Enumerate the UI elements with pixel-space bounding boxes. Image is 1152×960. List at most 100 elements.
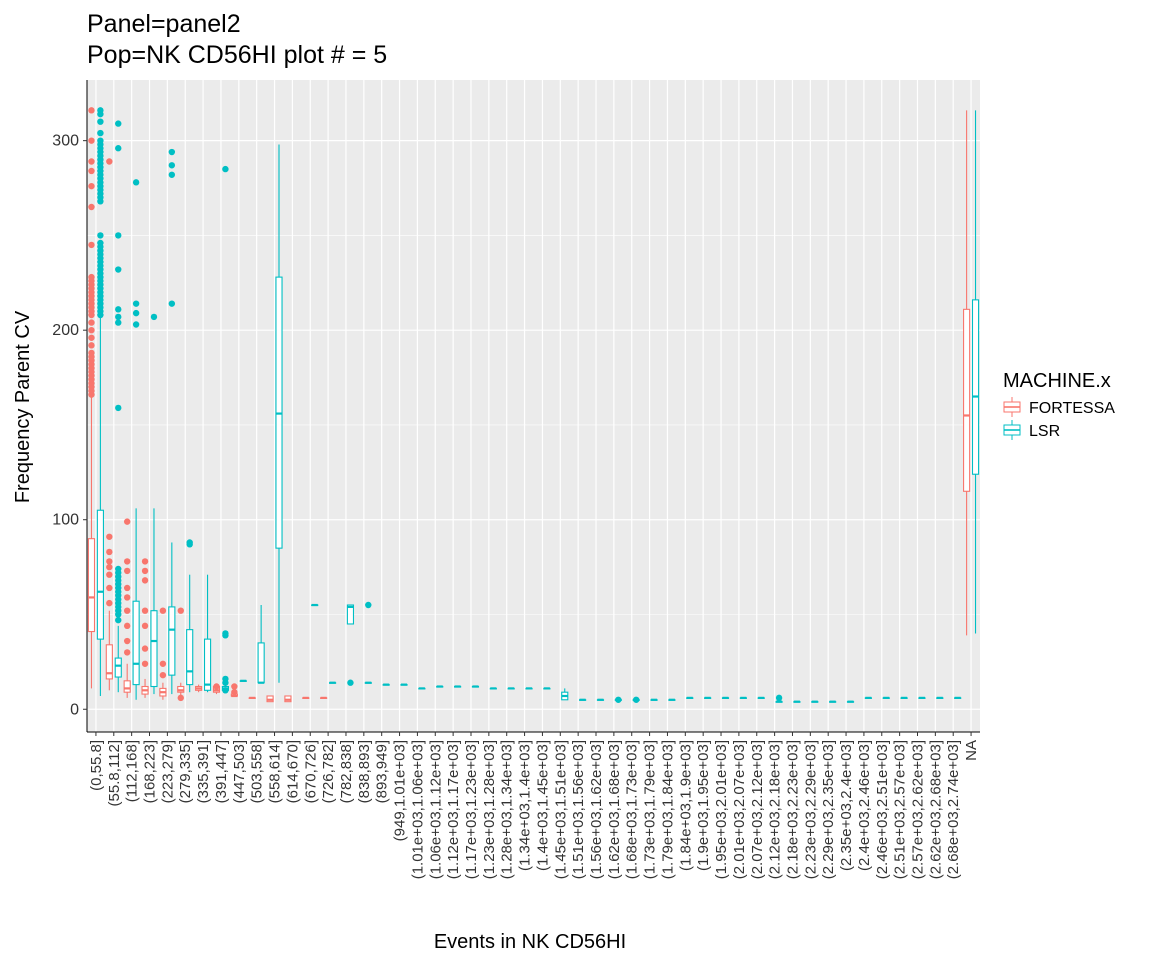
box-iqr	[87, 538, 96, 633]
outlier-point	[106, 533, 113, 540]
x-tick-label: (2.51e+03,2.57e+03]	[892, 740, 909, 879]
x-tick-label: (614,670]	[284, 740, 301, 803]
legend-key-fortessa	[1003, 397, 1021, 417]
box-lsr-25	[543, 687, 551, 690]
outlier-point	[88, 107, 95, 114]
outlier-point	[115, 616, 122, 624]
x-tick-label: (1.01e+03,1.06e+03]	[409, 740, 426, 879]
outlier-point	[150, 313, 158, 321]
legend-label-lsr: LSR	[1029, 423, 1060, 440]
outlier-point	[115, 232, 122, 239]
outlier-point	[106, 563, 113, 571]
outlier-point	[106, 584, 113, 592]
outlier-point	[115, 306, 122, 313]
box-fortessa-7	[212, 683, 221, 695]
box-iqr	[346, 604, 355, 625]
outlier-point	[123, 649, 131, 656]
x-tick-label: (0,55.8]	[88, 740, 105, 791]
outlier-point	[97, 129, 104, 137]
axes	[86, 80, 980, 733]
box-lsr-42	[846, 700, 855, 703]
box-fortessa-4	[159, 607, 167, 700]
box-lsr-45	[900, 696, 908, 699]
x-tick-label: (2.4e+03,2.46e+03]	[856, 740, 873, 871]
y-tick-label: 200	[52, 322, 79, 339]
outlier-point	[632, 696, 640, 703]
x-tick-label: (279,335]	[177, 740, 194, 803]
x-tick-label: (2.68e+03,2.74e+03]	[945, 740, 962, 879]
outlier-point	[88, 349, 95, 357]
outlier-point	[97, 118, 104, 125]
box-lsr-3	[150, 313, 158, 695]
outlier-point	[88, 334, 95, 341]
grid-lines	[87, 80, 980, 732]
box-lsr-47	[936, 696, 944, 699]
x-tick-label: (838,893]	[356, 740, 373, 803]
x-tick-label: (1.17e+03,1.23e+03]	[463, 740, 480, 879]
box-lsr-38	[775, 694, 783, 703]
x-tick-label: (1.34e+03,1.4e+03]	[517, 740, 534, 871]
box-iqr	[96, 509, 104, 640]
box-lsr-20	[454, 685, 462, 688]
box-lsr-17	[400, 683, 408, 686]
outlier-point	[115, 120, 122, 127]
box-lsr-13	[328, 681, 337, 684]
box-fortessa-6	[195, 684, 203, 693]
x-tick-label: (782,838]	[338, 740, 355, 803]
x-tick-label: (55.8,112]	[106, 740, 123, 806]
x-tick-label: (1.84e+03,1.9e+03]	[677, 740, 694, 871]
box-fortessa-49	[963, 110, 971, 636]
box-lsr-19	[436, 685, 444, 688]
box-lsr-1	[114, 120, 122, 693]
outlier-point	[365, 601, 372, 609]
box-lsr-27	[579, 698, 587, 701]
outlier-point	[88, 342, 95, 349]
outlier-point	[132, 321, 140, 328]
box-lsr-18	[418, 687, 426, 690]
outlier-point	[159, 660, 167, 667]
box-lsr-21	[471, 685, 480, 688]
box-fortessa-11	[284, 695, 292, 703]
x-tick-label: (2.07e+03,2.12e+03]	[749, 740, 766, 879]
outlier-point	[123, 558, 131, 565]
outlier-point	[115, 319, 122, 326]
x-tick-label: (447,503]	[231, 740, 248, 803]
box-lsr-35	[721, 696, 730, 699]
x-tick-label: (1.45e+03,1.51e+03]	[552, 740, 569, 879]
x-tick-label: (726,782]	[320, 740, 337, 803]
x-tick-label: (670,726]	[302, 740, 319, 803]
box-iqr	[123, 680, 131, 693]
legend-key-lsr	[1003, 420, 1021, 440]
box-lsr-12	[311, 603, 319, 607]
outlier-point	[88, 203, 95, 211]
x-axis-title: Events in NK CD56HI	[434, 931, 626, 953]
x-tick-label: (335,391]	[195, 740, 212, 803]
plot-panel	[87, 80, 980, 732]
y-tick-label: 300	[52, 133, 79, 150]
box-lsr-46	[918, 696, 926, 699]
box-fortessa-8	[230, 683, 238, 698]
box-marks	[87, 107, 980, 703]
x-tick-label: (2.01e+03,2.07e+03]	[731, 740, 748, 879]
x-tick-label: (1.28e+03,1.34e+03]	[499, 740, 516, 879]
outlier-point	[141, 645, 149, 652]
outlier-point	[222, 675, 229, 683]
box-lsr-22	[489, 687, 497, 690]
x-axis-ticks: (0,55.8] (55.8,112] (112,168] (168,223] (223…	[88, 732, 980, 879]
box-lsr-34	[704, 696, 712, 699]
box-lsr-23	[507, 687, 515, 690]
outlier-point	[123, 567, 131, 575]
x-tick-label: (1.06e+03,1.12e+03]	[427, 740, 444, 879]
outlier-point	[141, 577, 149, 584]
box-iqr	[114, 657, 122, 678]
x-tick-label: (112,168]	[124, 740, 141, 802]
outlier-point	[115, 266, 122, 273]
x-tick-label: (1.62e+03,1.68e+03]	[606, 740, 623, 879]
box-lsr-33	[686, 696, 694, 699]
box-lsr-37	[757, 696, 765, 699]
outlier-point	[132, 300, 140, 307]
box-lsr-5	[186, 539, 194, 693]
outlier-point	[88, 319, 95, 326]
box-iqr	[971, 299, 980, 475]
x-tick-label: (2.18e+03,2.23e+03]	[784, 740, 801, 879]
